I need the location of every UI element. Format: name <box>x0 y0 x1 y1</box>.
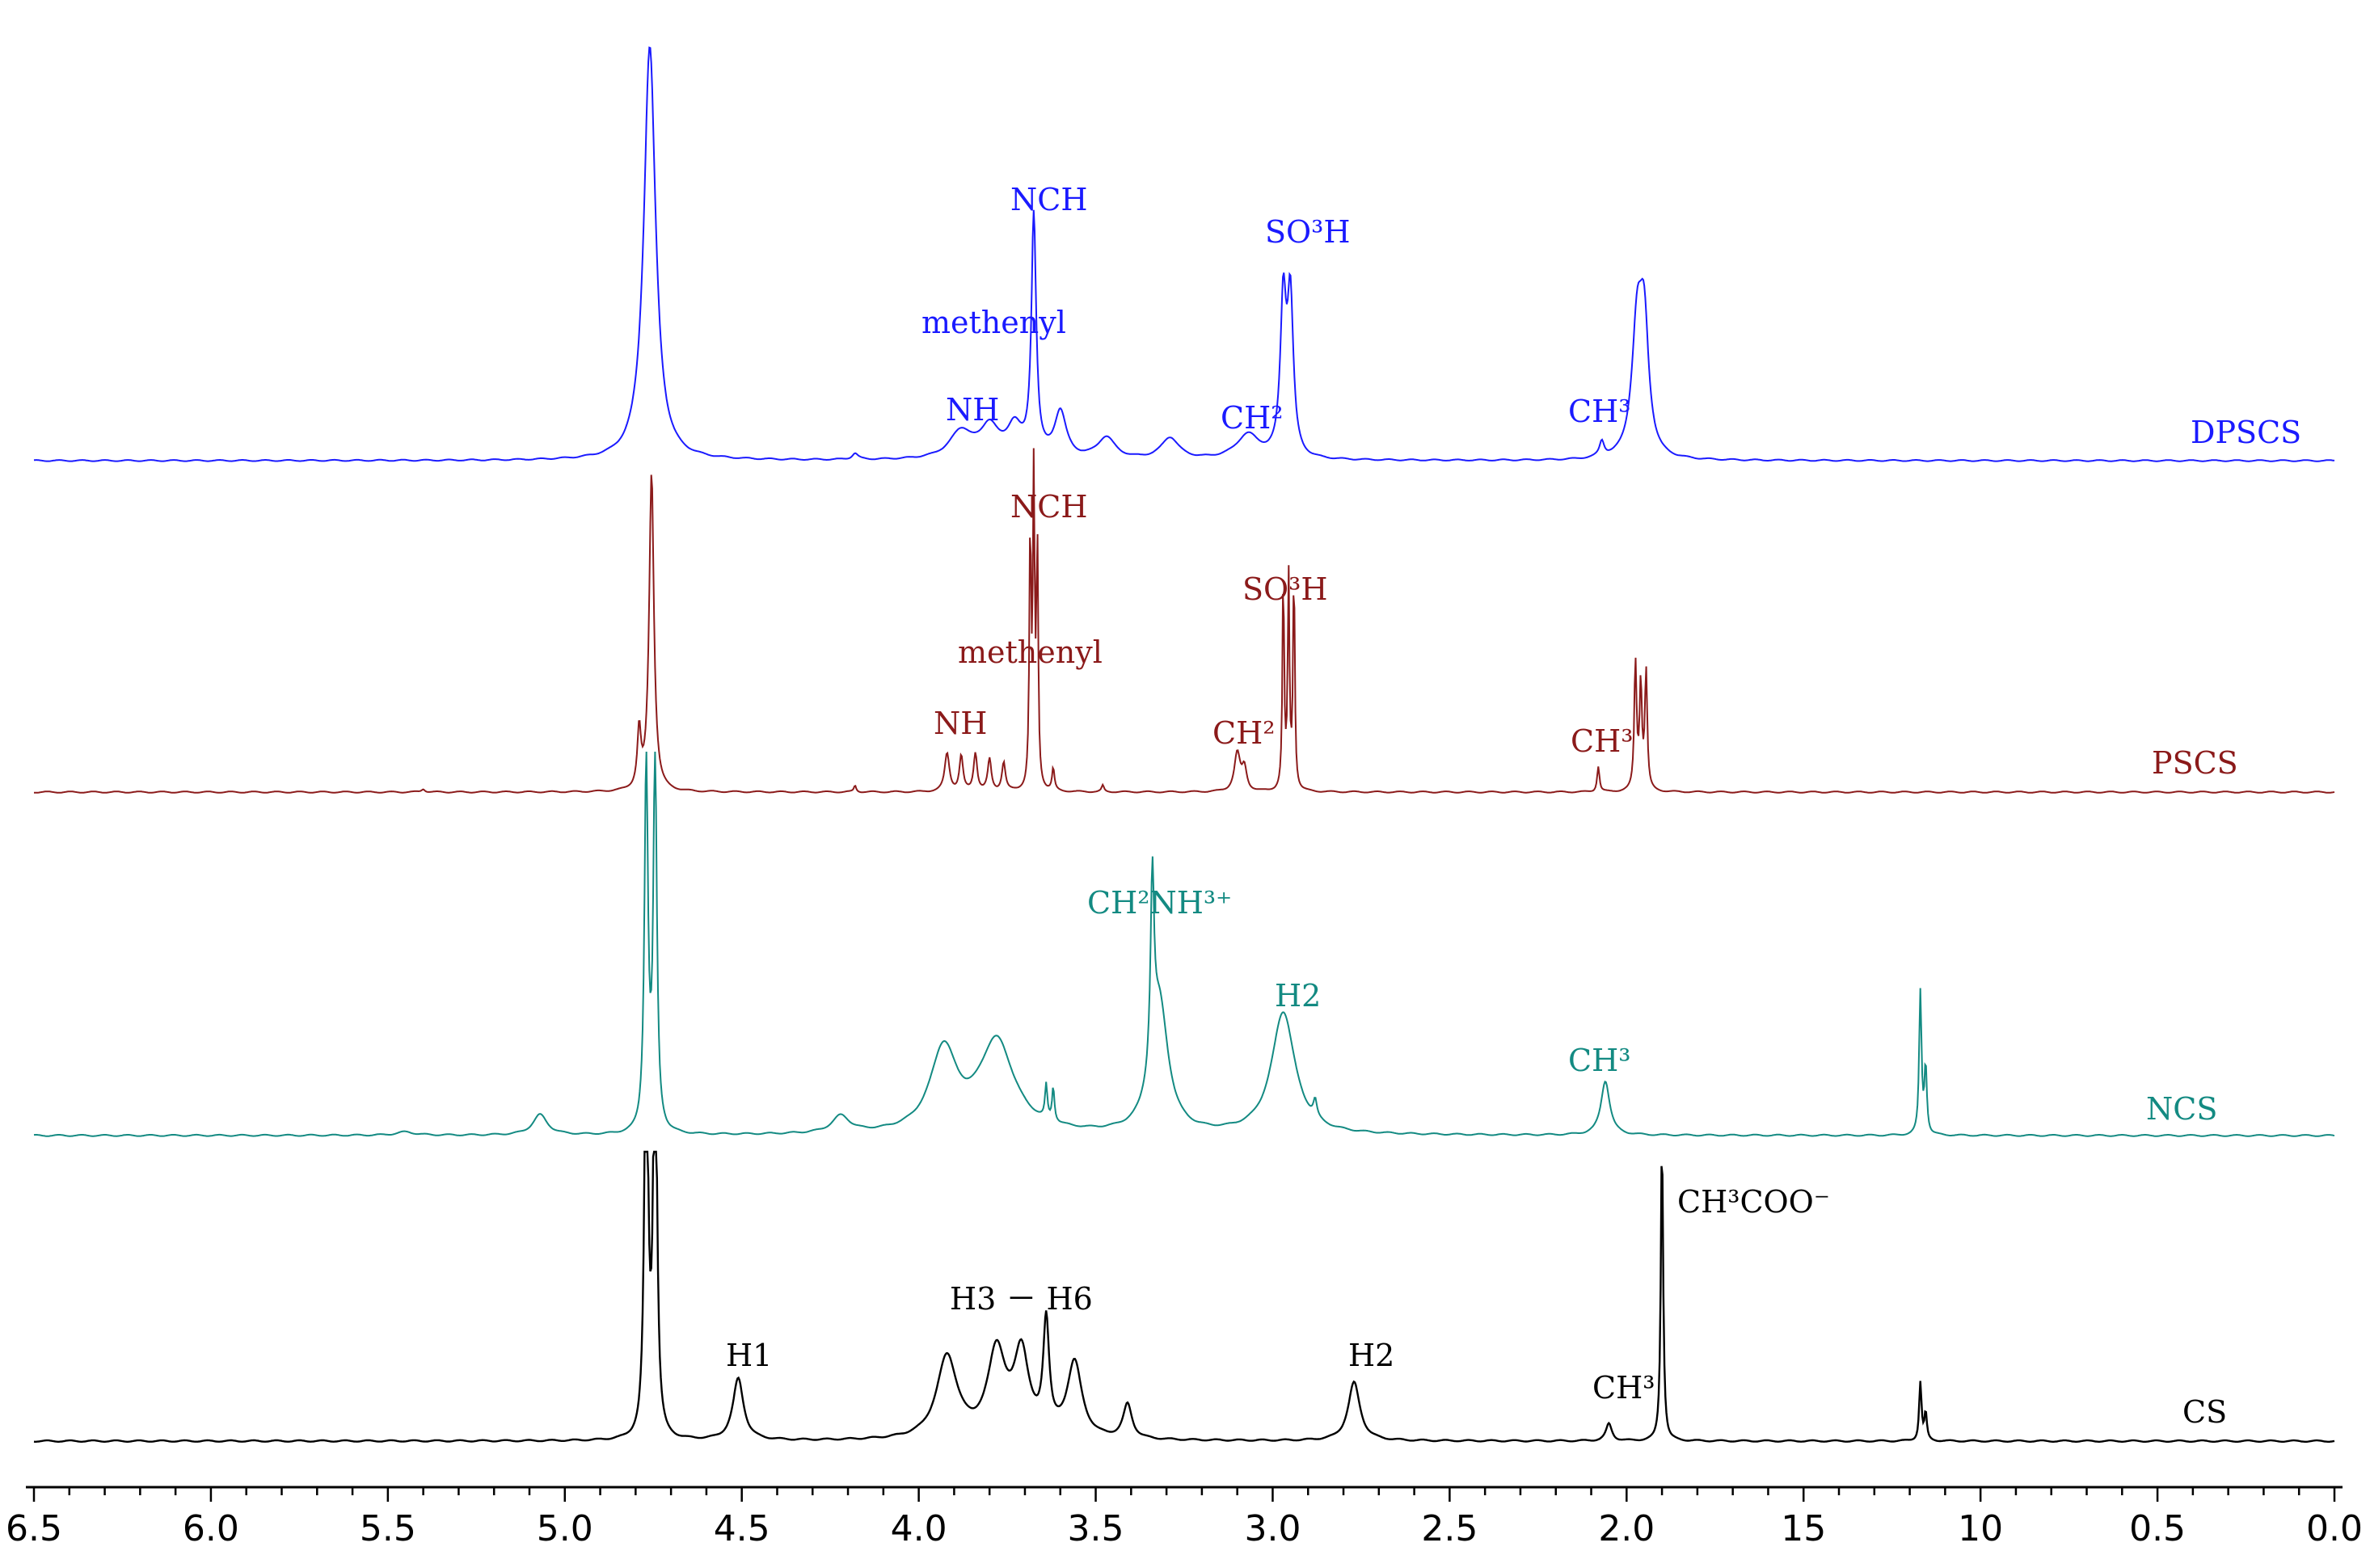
x-tick-label: 10 <box>1958 1508 2003 1549</box>
peak-annotation: H3 － H6 <box>950 1281 1093 1317</box>
x-tick-label: 0.5 <box>2129 1508 2186 1549</box>
x-tick-label: 3.5 <box>1068 1508 1124 1549</box>
peak-annotation: SO³H <box>1242 571 1328 607</box>
peak-annotation: CH³ <box>1568 394 1630 429</box>
peak-annotation: CH²NH³⁺ <box>1087 885 1232 921</box>
x-tick-label: 2.5 <box>1421 1508 1478 1549</box>
x-tick-label: 3.0 <box>1244 1508 1301 1549</box>
x-tick-label: 5.0 <box>537 1508 593 1549</box>
spectra-traces <box>33 46 2335 1444</box>
peak-annotation: H1 <box>726 1338 772 1373</box>
peak-annotation: NH <box>934 706 987 741</box>
peak-annotation: CH² <box>1221 400 1283 436</box>
trace-labels: DPSCS PSCS NCS CS <box>2146 415 2301 1430</box>
x-tick-label: 6.0 <box>183 1508 239 1549</box>
x-tick-label: 5.5 <box>360 1508 416 1549</box>
peak-annotation: NH <box>946 392 999 428</box>
trace-label-dpscs: DPSCS <box>2191 415 2301 450</box>
peak-annotation: SO³H <box>1265 214 1351 250</box>
peak-annotation: methenyl <box>958 634 1103 670</box>
trace-pscs <box>34 448 2335 794</box>
peak-annotation: H2 <box>1348 1338 1394 1373</box>
peak-annotation: CH³ <box>1571 723 1633 759</box>
x-tick-label: 4.0 <box>891 1508 947 1549</box>
x-tick-label: 15 <box>1781 1508 1826 1549</box>
trace-label-pscs: PSCS <box>2152 745 2238 781</box>
peak-annotation: CH³ <box>1592 1370 1655 1406</box>
x-tick-label: 4.5 <box>714 1508 770 1549</box>
x-axis: 6.5 6.0 5.5 5.0 4.5 4.0 3.5 3.0 2.5 2.0 15 10 0.5 0.0 <box>6 1486 2363 1549</box>
peak-annotation: methenyl <box>921 305 1066 340</box>
x-tick-label: 6.5 <box>6 1508 62 1549</box>
peak-annotation: H2 <box>1275 978 1321 1014</box>
peak-annotation: CH³COO⁻ <box>1677 1184 1830 1220</box>
peak-annotation: NCH <box>1010 182 1087 217</box>
x-tick-label: 0.0 <box>2306 1508 2363 1549</box>
peak-annotation: CH³ <box>1568 1043 1630 1078</box>
trace-label-ncs: NCS <box>2146 1091 2217 1127</box>
x-tick-label: 2.0 <box>1598 1508 1655 1549</box>
trace-label-cs: CS <box>2182 1394 2227 1430</box>
trace-dpscs <box>33 46 2335 462</box>
peak-annotation: NCH <box>1010 489 1087 525</box>
trace-ncs <box>33 751 2335 1137</box>
trace-cs <box>33 1150 2335 1444</box>
peak-annotations: NCH methenyl NH SO³H CH² CH³ NCH methenyl NH SO³H… <box>726 182 1830 1406</box>
peak-annotation: CH² <box>1212 715 1275 751</box>
